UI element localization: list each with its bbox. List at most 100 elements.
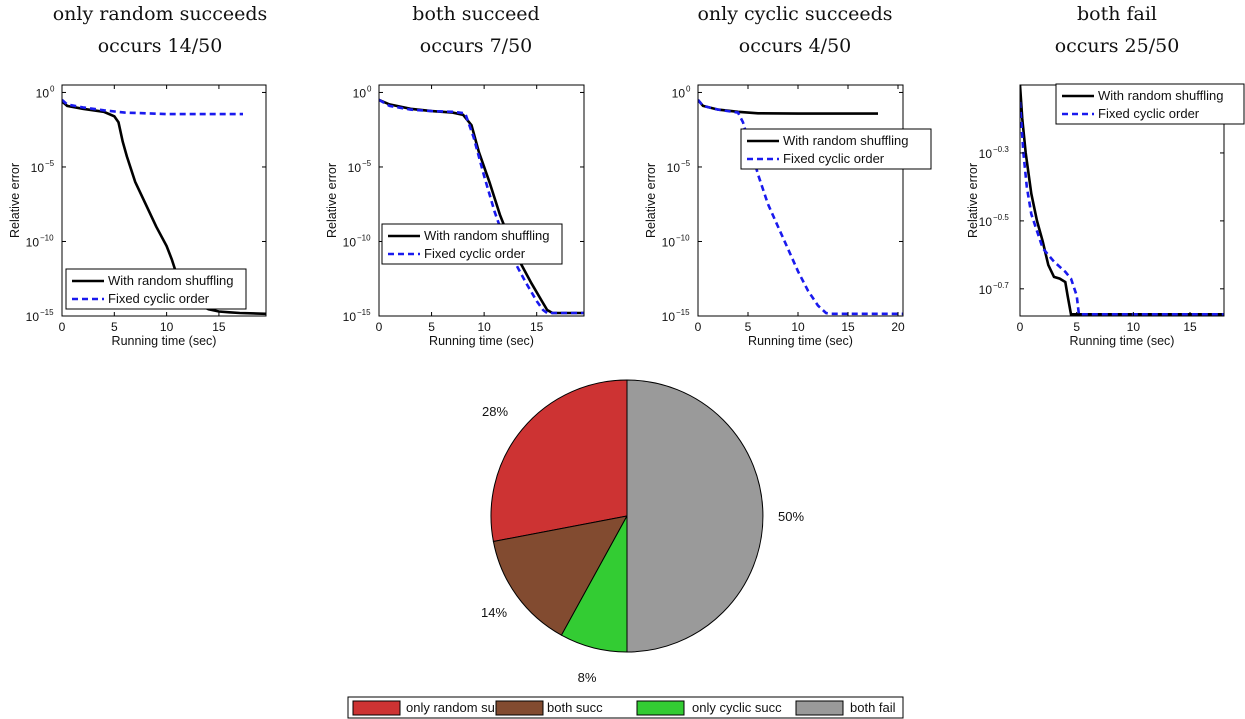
pie-legend-label: both succ [547,700,603,715]
legend-box [740,128,932,170]
y-tick-exponent: −10 [40,233,54,242]
x-axis-label: Running time (sec) [429,334,534,348]
legend-label: Fixed cyclic order [108,291,210,306]
y-tick-exponent: 0 [686,84,691,93]
y-tick-exponent: −15 [40,308,54,317]
cyclic-series-line [1020,101,1224,316]
subplot-1: only random succeeds occurs 14/50 0 5 10 15 10… [8,3,267,348]
y-tick-label: 10 [26,235,40,249]
y-axis-label: Relative error [966,163,980,238]
x-tick-label: 10 [791,320,805,334]
x-tick-label: 15 [1183,320,1197,334]
pie-legend-label: both fail [850,700,896,715]
pie-percent-label: 14% [481,605,507,620]
y-tick-exponent: −15 [676,308,690,317]
subplot-title: only cyclic succeeds [697,3,892,25]
x-tick-label: 15 [841,320,855,334]
x-tick-label: 10 [477,320,491,334]
x-axis-label: Running time (sec) [112,334,217,348]
y-tick-label: 10 [979,147,993,161]
legend-label: Fixed cyclic order [783,151,885,166]
y-tick-exponent: −10 [357,233,371,242]
axes-frame [61,84,267,317]
y-tick-label: 10 [667,161,681,175]
axes-frame [697,84,904,317]
subplot-subtitle: occurs 25/50 [1055,35,1180,57]
y-tick-label: 10 [662,310,676,324]
y-tick-label: 10 [979,215,993,229]
y-tick-label: 10 [979,283,993,297]
axes-frame [378,84,585,317]
subplot-subtitle: occurs 14/50 [98,35,223,57]
y-tick-exponent: 0 [367,84,372,93]
legend-label: With random shuffling [1098,88,1224,103]
pie-legend: only random succ both succ only cyclic suc… [347,696,904,719]
y-tick-exponent: −0.7 [993,281,1009,290]
pie-slice-only-random-succ [490,379,628,543]
random-series-line [379,98,584,315]
legend-box [1055,83,1245,125]
legend: With random shuffling Fixed cyclic order [1055,83,1245,125]
y-axis-label: Relative error [644,163,658,238]
y-tick-exponent: −5 [45,159,55,168]
pie-legend-swatch [352,700,401,716]
y-tick-exponent: −0.3 [993,145,1009,154]
legend: With random shuffling Fixed cyclic order [381,223,563,265]
x-tick-label: 20 [891,320,905,334]
subplot-title: only random succeeds [53,3,268,25]
x-tick-label: 5 [1073,320,1080,334]
x-tick-label: 5 [428,320,435,334]
x-tick-label: 10 [160,320,174,334]
pie-slice-both-fail [626,379,764,653]
legend-label: With random shuffling [108,273,234,288]
y-tick-label: 10 [31,161,45,175]
y-tick-exponent: −5 [362,159,372,168]
legend-box [381,223,563,265]
subplot-subtitle: occurs 7/50 [420,35,533,57]
pie-percent-label: 8% [578,670,597,685]
y-tick-exponent: −0.5 [993,213,1009,222]
subplot-subtitle: occurs 4/50 [739,35,852,57]
cyclic-series-line [698,99,903,316]
y-tick-label: 10 [672,86,686,100]
cyclic-series-line [62,98,243,116]
pie-legend-box [347,696,904,719]
y-tick-exponent: −10 [676,233,690,242]
y-tick-exponent: −15 [357,308,371,317]
legend-label: With random shuffling [783,133,909,148]
y-axis-label: Relative error [8,163,22,238]
y-tick-exponent: 0 [50,84,55,93]
x-tick-label: 0 [59,320,66,334]
x-tick-label: 15 [530,320,544,334]
subplot-3: only cyclic succeeds occurs 4/50 0 5 10 15 20 1… [644,3,932,348]
pie-legend-swatch [795,700,844,716]
y-tick-label: 10 [353,86,367,100]
y-tick-label: 10 [662,235,676,249]
pie-legend-label: only cyclic succ [692,700,782,715]
x-tick-label: 0 [695,320,702,334]
y-axis-label: Relative error [325,163,339,238]
y-tick-label: 10 [348,161,362,175]
x-tick-label: 15 [212,320,226,334]
x-tick-label: 0 [376,320,383,334]
legend: With random shuffling Fixed cyclic order [740,128,932,170]
random-series-line [1020,85,1224,316]
pie-legend-label: only random succ [406,700,508,715]
cyclic-series-line [379,98,584,315]
x-tick-label: 5 [745,320,752,334]
pie-legend-swatch [495,700,544,716]
random-series-line [62,100,266,316]
y-tick-label: 10 [36,86,50,100]
y-tick-exponent: −5 [681,159,691,168]
pie-legend-swatch [636,700,685,716]
legend-label: With random shuffling [424,228,550,243]
x-tick-label: 10 [1127,320,1141,334]
y-tick-label: 10 [26,310,40,324]
legend-label: Fixed cyclic order [424,246,526,261]
legend-label: Fixed cyclic order [1098,106,1200,121]
x-axis-label: Running time (sec) [748,334,853,348]
subplot-title: both succeed [412,3,539,25]
x-tick-label: 5 [111,320,118,334]
